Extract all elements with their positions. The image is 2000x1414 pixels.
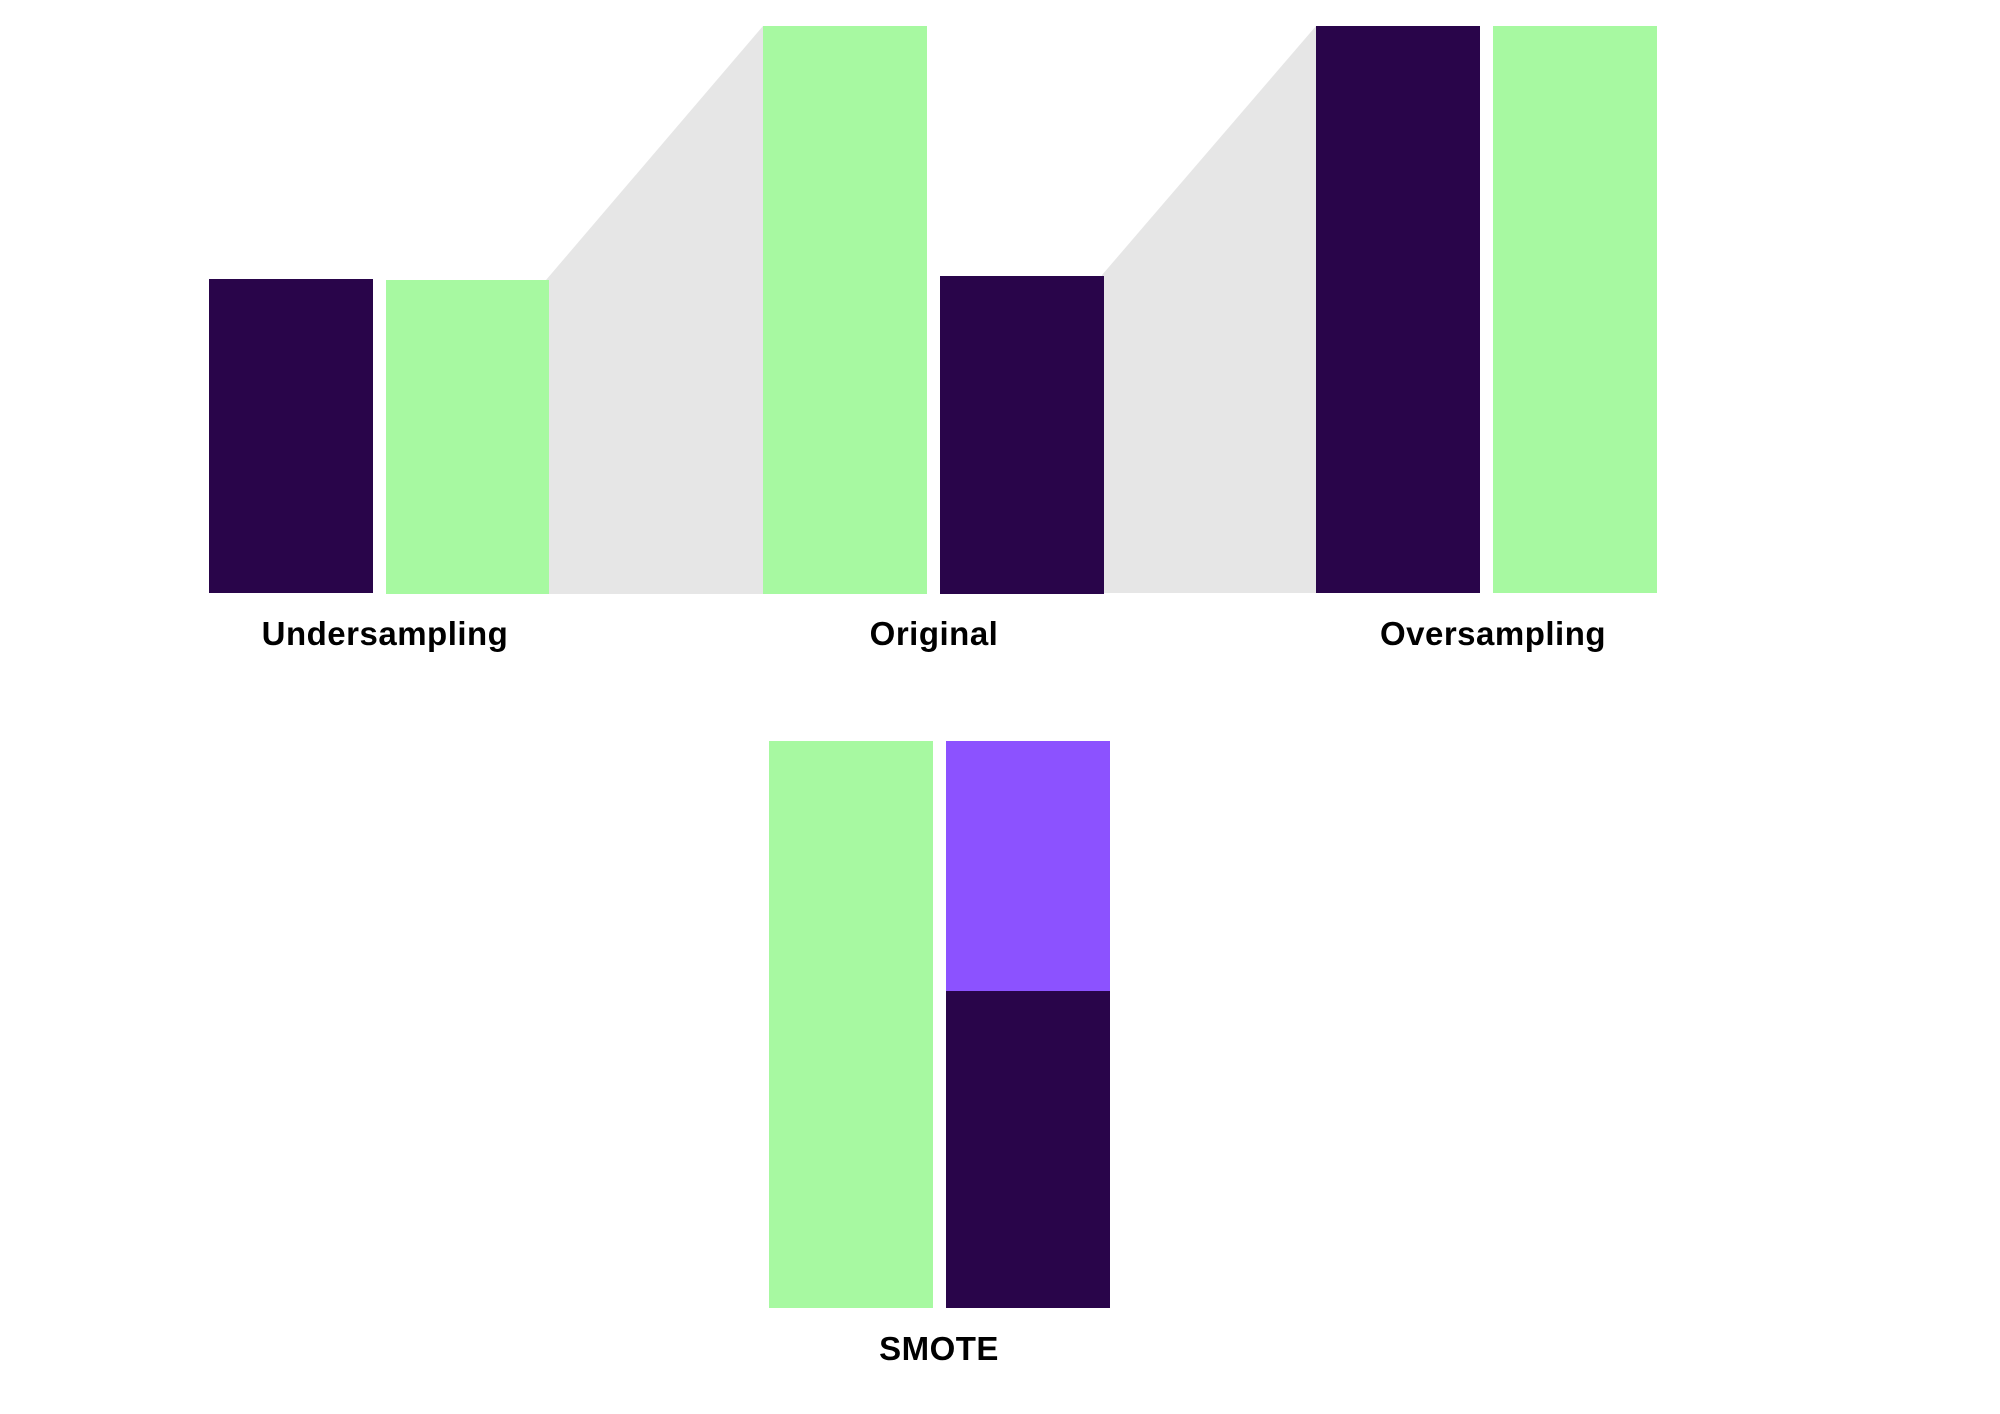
oversampling-minority-bar bbox=[1316, 26, 1480, 593]
original-majority-bar bbox=[763, 26, 927, 594]
oversampling-label: Oversampling bbox=[1380, 615, 1606, 652]
connector-undersampling-original bbox=[546, 26, 763, 594]
smote-label: SMOTE bbox=[879, 1330, 999, 1367]
original-label: Original bbox=[870, 615, 999, 652]
undersampling-minority-bar bbox=[209, 279, 373, 593]
connector-original-oversampling bbox=[1102, 26, 1316, 593]
original-minority-bar bbox=[940, 276, 1104, 594]
smote-majority-bar bbox=[769, 741, 933, 1308]
undersampling-majority-bar bbox=[386, 280, 549, 594]
oversampling-majority-bar bbox=[1493, 26, 1657, 593]
smote-synthetic-bar bbox=[946, 741, 1110, 991]
undersampling-label: Undersampling bbox=[262, 615, 509, 652]
smote-minority-bar bbox=[946, 991, 1110, 1308]
